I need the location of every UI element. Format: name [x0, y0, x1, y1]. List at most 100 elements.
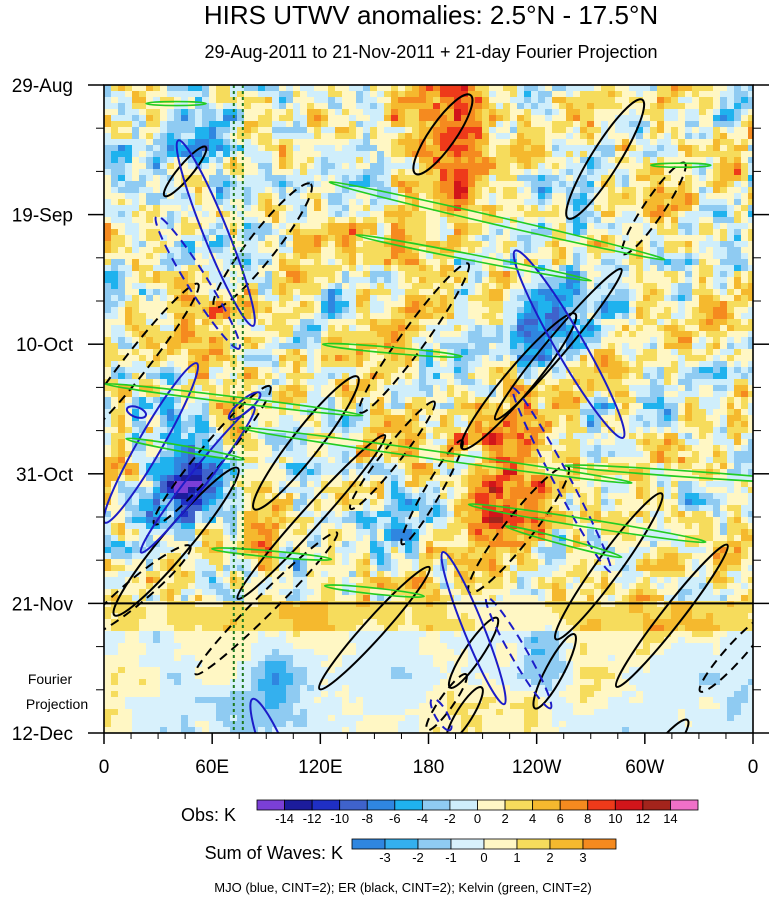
waves-colorbar-label: -1 [445, 850, 457, 865]
kelvin-contour [211, 547, 333, 561]
er-contour [236, 433, 387, 601]
obs-colorbar-swatch [421, 799, 451, 811]
obs-colorbar-swatch [642, 799, 671, 811]
kelvin-contour [563, 464, 753, 484]
obs-colorbar-label: 6 [557, 811, 564, 826]
obs-colorbar-swatch [477, 799, 506, 811]
obs-colorbar-swatch [394, 799, 423, 811]
waves-colorbar: -3 -2 -1 0 1 2 3 [351, 838, 617, 865]
y-axis: 29-Aug 19-Sep 10-Oct 31-Oct 21-Nov 12-Dec [12, 76, 769, 745]
y-tick-label: 12-Dec [12, 724, 73, 745]
y-tick-label: 31-Oct [16, 465, 74, 486]
er-contour [252, 375, 360, 511]
y-tick-label: 29-Aug [12, 76, 73, 97]
obs-colorbar-label: 8 [584, 811, 591, 826]
kelvin-contour [323, 584, 425, 598]
x-tick-label: 60E [195, 757, 229, 778]
projection-label-line1: Fourier [28, 671, 73, 687]
x-tick-label: 0 [99, 757, 110, 778]
x-tick-label: 120E [298, 757, 342, 778]
mjo-contour [429, 697, 453, 732]
waves-colorbar-label: 1 [513, 850, 520, 865]
y-tick-label: 10-Oct [16, 335, 74, 356]
obs-colorbar-swatch [504, 799, 534, 811]
x-tick-label: 0 [748, 757, 759, 778]
er-contour [532, 632, 577, 710]
obs-colorbar-swatch [614, 799, 644, 811]
kelvin-contour [321, 342, 463, 358]
wave-contours [104, 93, 753, 733]
obs-colorbar-label: -2 [444, 811, 456, 826]
mjo-contour [227, 391, 262, 421]
obs-colorbar-swatch [311, 799, 341, 811]
er-contour [400, 439, 464, 546]
obs-colorbar-swatch [366, 799, 396, 811]
er-contour [636, 718, 690, 733]
mjo-contour [104, 362, 200, 524]
obs-colorbar-label: 4 [529, 811, 536, 826]
mjo-contour [511, 387, 613, 573]
obs-colorbar: -14 -12 -10 -8 -6 -4 -2 0 2 4 6 8 10 12 14 [256, 799, 699, 826]
x-tick-label: 180 [413, 757, 445, 778]
x-axis: 0 60E 120E 180 120W 60W 0 [99, 733, 759, 778]
contour-legend: MJO (blue, CINT=2); ER (black, CINT=2); … [214, 880, 591, 895]
er-contour [348, 400, 436, 511]
obs-colorbar-swatch [256, 799, 285, 811]
kelvin-contour [504, 525, 623, 559]
obs-colorbar-swatch [559, 799, 589, 811]
er-contour [318, 565, 431, 691]
er-contour [358, 262, 471, 414]
obs-colorbar-label: -14 [275, 811, 294, 826]
obs-colorbar-label: -8 [361, 811, 373, 826]
y-tick-label: 21-Nov [12, 594, 74, 615]
kelvin-contour [467, 503, 707, 544]
obs-colorbar-label: -10 [330, 811, 349, 826]
er-contour [698, 612, 753, 693]
obs-colorbar-label: -12 [303, 811, 322, 826]
er-contour [212, 182, 313, 309]
obs-colorbar-swatch [284, 799, 313, 811]
x-tick-label: 60W [625, 757, 664, 778]
mjo-contour [440, 550, 507, 706]
waves-colorbar-label: 3 [579, 850, 586, 865]
kelvin-contour [354, 233, 593, 282]
waves-colorbar-swatch [450, 838, 485, 850]
er-contour [104, 282, 200, 443]
kelvin-contour [145, 100, 207, 107]
projection-label-line2: Projection [26, 696, 88, 712]
obs-colorbar-title: Obs: K [181, 805, 236, 825]
waves-colorbar-swatch [516, 838, 551, 850]
obs-colorbar-label: 12 [636, 811, 650, 826]
mjo-contour [154, 215, 241, 350]
er-contour [493, 267, 623, 421]
mjo-contour [125, 405, 148, 419]
obs-colorbar-label: -6 [389, 811, 401, 826]
waves-colorbar-label: 2 [546, 850, 553, 865]
er-contour [614, 543, 729, 688]
er-contour [194, 531, 339, 676]
obs-colorbar-swatch [532, 799, 561, 811]
kelvin-contour [125, 437, 246, 461]
obs-colorbar-swatch [670, 799, 699, 811]
waves-colorbar-swatch [582, 838, 617, 850]
mjo-contour [512, 249, 626, 439]
x-tick-label: 120W [512, 757, 562, 778]
chart-subtitle: 29-Aug-2011 to 21-Nov-2011 + 21-day Four… [204, 42, 657, 62]
obs-colorbar-swatch [339, 799, 368, 811]
mjo-contour [249, 697, 309, 733]
obs-colorbar-label: 0 [474, 811, 481, 826]
er-contour [412, 93, 474, 176]
waves-colorbar-swatch [549, 838, 584, 850]
mjo-contour [139, 406, 256, 554]
waves-colorbar-label: -2 [412, 850, 424, 865]
obs-colorbar-label: 14 [663, 811, 677, 826]
waves-colorbar-swatch [384, 838, 419, 850]
anomaly-field [104, 85, 753, 733]
waves-colorbar-title: Sum of Waves: K [205, 843, 343, 863]
y-tick-label: 19-Sep [12, 206, 73, 227]
er-contour [425, 673, 468, 732]
kelvin-contour [328, 181, 666, 261]
obs-colorbar-label: -4 [417, 811, 429, 826]
kelvin-contour [238, 426, 633, 484]
